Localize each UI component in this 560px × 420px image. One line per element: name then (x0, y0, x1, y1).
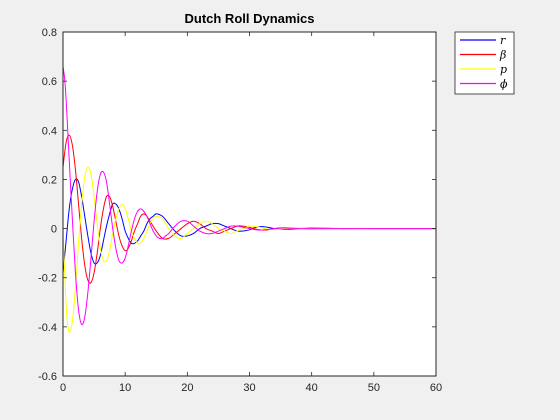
y-tick-label: 0 (51, 224, 57, 236)
y-tick-label: 0.4 (42, 125, 57, 137)
y-tick-label: 0.2 (42, 174, 57, 186)
x-tick-label: 10 (119, 382, 131, 394)
legend-label-4: ϕ (500, 78, 508, 91)
legend-label-2: β (499, 49, 506, 62)
x-tick-label: 60 (430, 382, 442, 394)
x-tick-label: 50 (368, 382, 380, 394)
y-tick-label: -0.4 (38, 322, 57, 334)
x-tick-label: 20 (181, 382, 193, 394)
legend-label-3: p (500, 63, 507, 76)
y-tick-label: -0.6 (38, 371, 57, 383)
series-layer (62, 66, 436, 333)
x-tick-label: 30 (243, 382, 255, 394)
ticks-layer: 0 10 20 30 40 50 60 -0.6 -0.4 -0.2 0 0.2 0.4 0.6 0.8 (38, 27, 442, 394)
x-tick-label: 40 (306, 382, 318, 394)
series-line-4 (62, 66, 436, 326)
plot-area (63, 32, 436, 376)
y-tick-label: 0.6 (42, 76, 57, 88)
y-tick-label: 0.8 (42, 27, 57, 39)
x-tick-label: 0 (60, 382, 66, 394)
chart-title: Dutch Roll Dynamics (184, 11, 314, 26)
legend-label-1: r (500, 34, 506, 47)
y-tick-label: -0.2 (38, 273, 57, 285)
series-line-1 (62, 178, 436, 273)
